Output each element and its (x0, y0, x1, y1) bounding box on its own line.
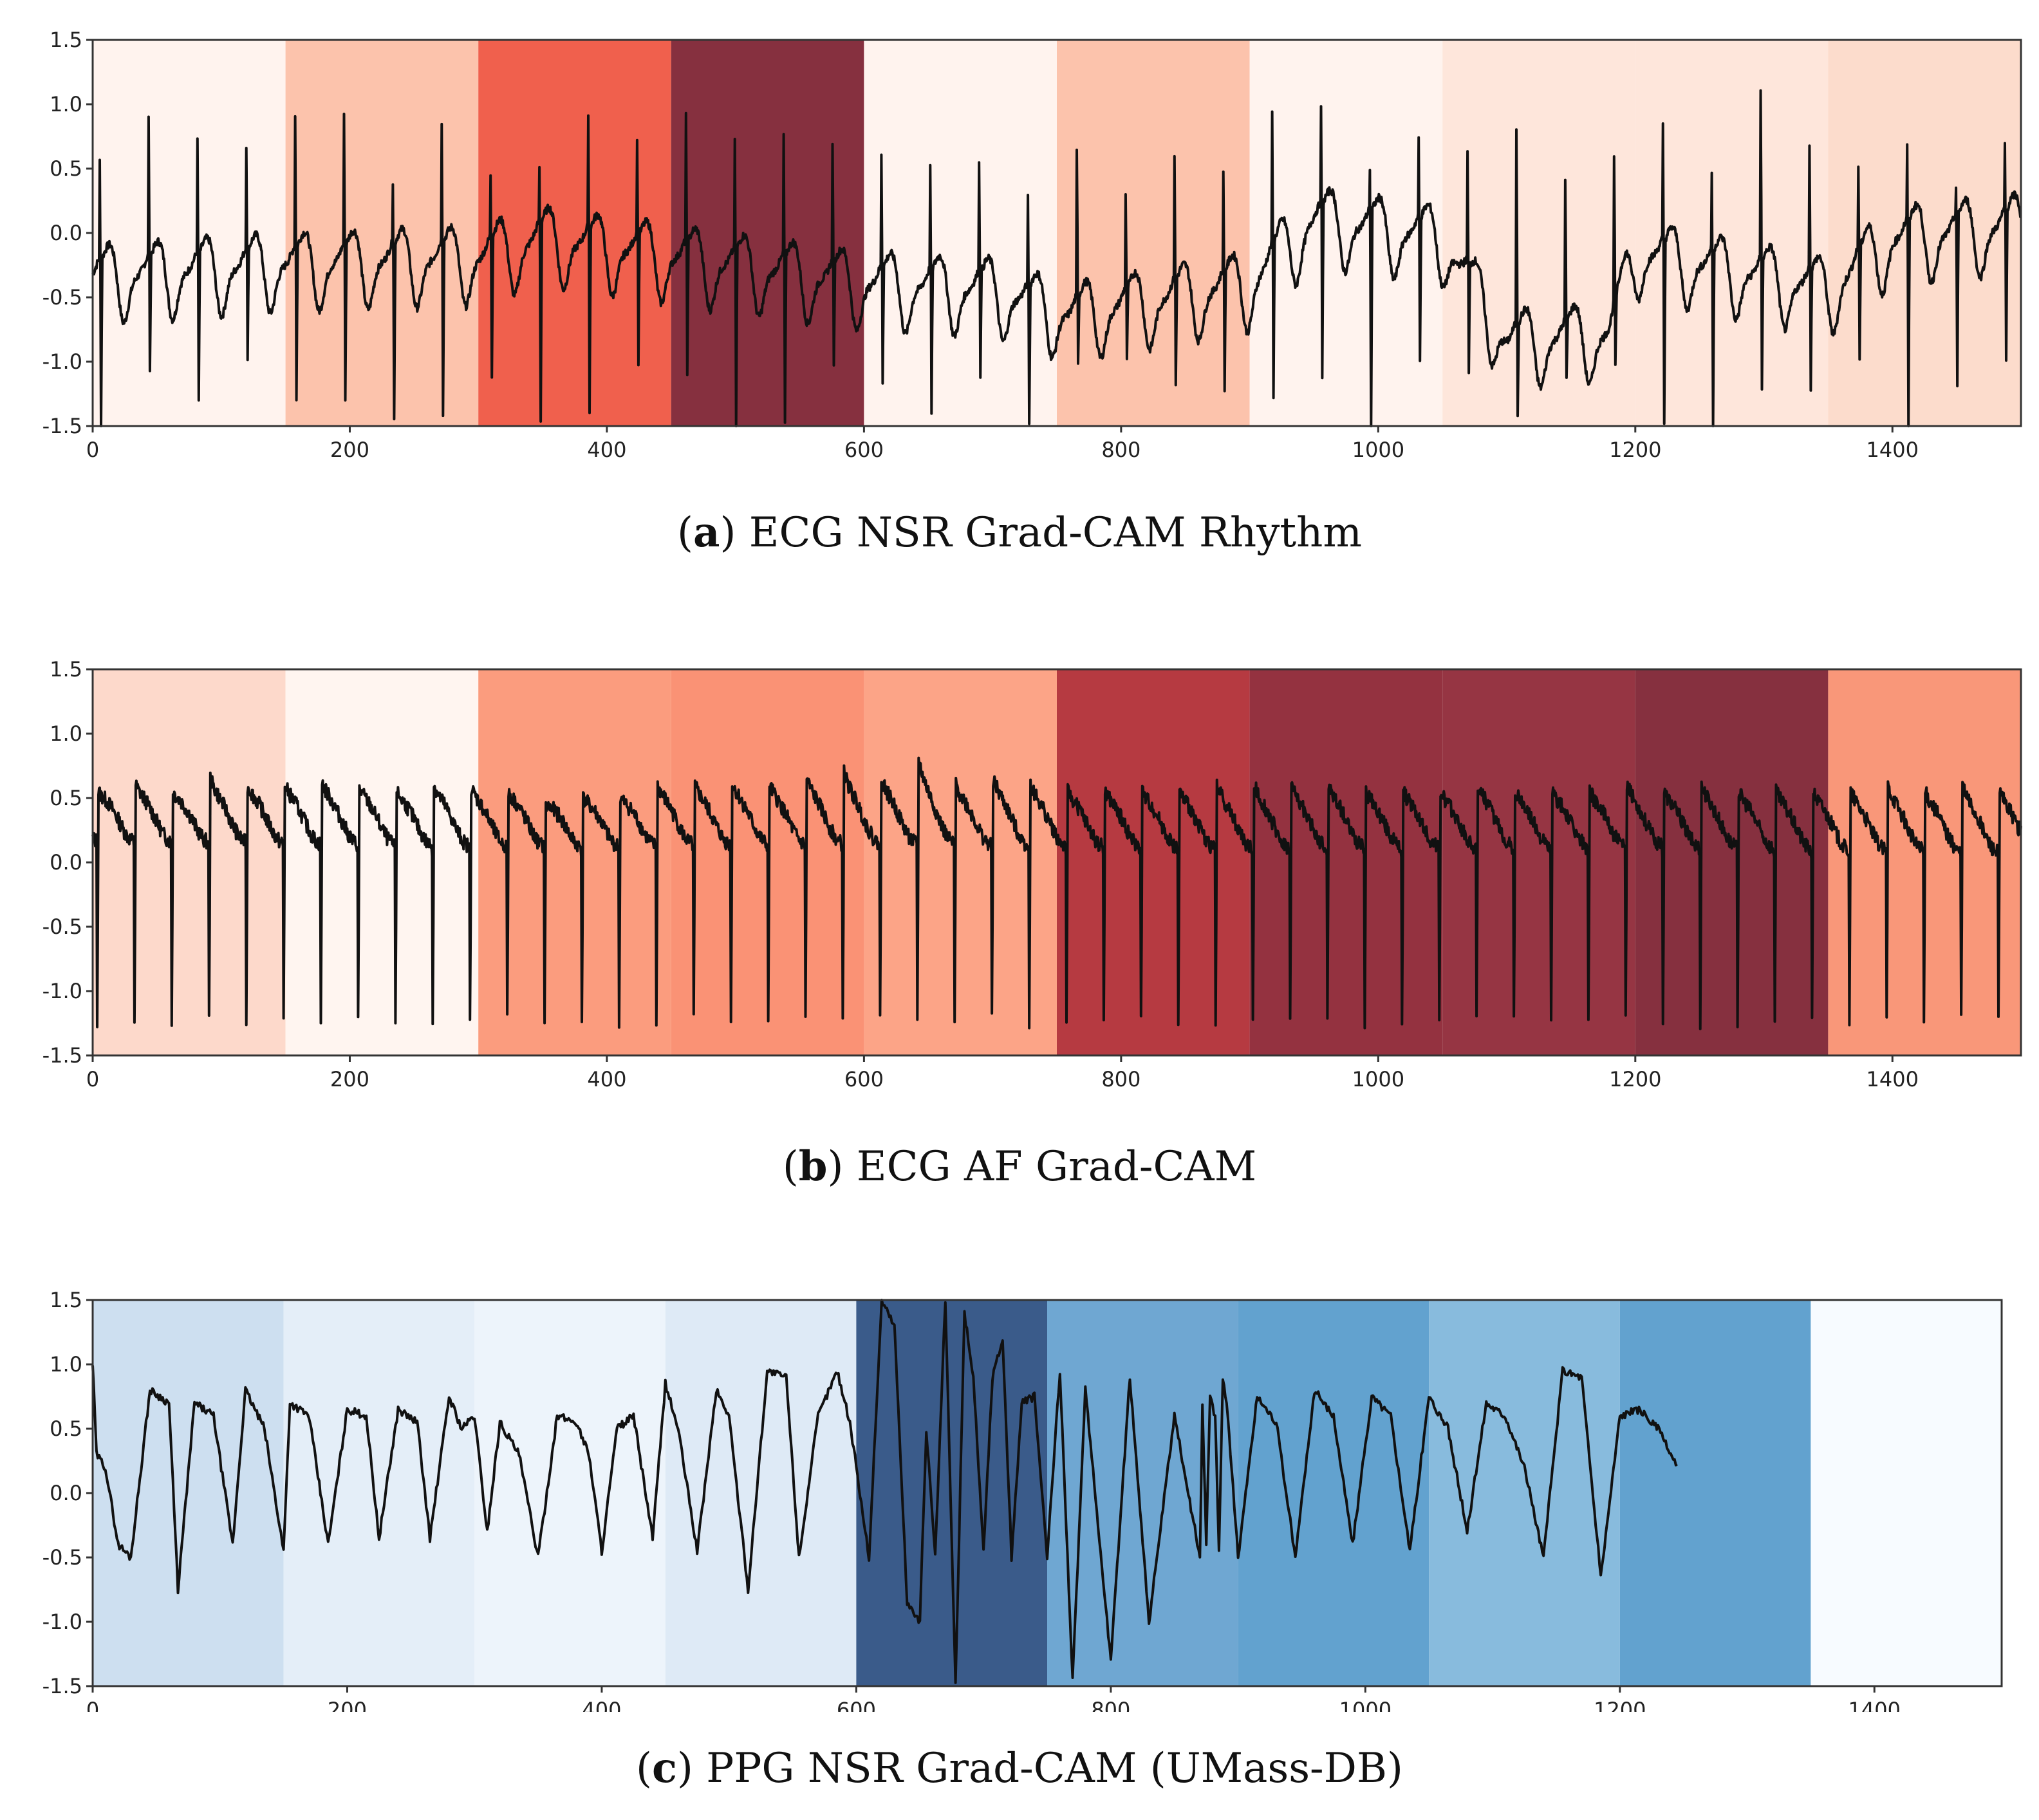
heat-segment (1249, 669, 1443, 1055)
y-tick-label: -1.5 (42, 414, 82, 438)
heat-segment (1811, 1300, 2002, 1686)
y-tick-label: 0.5 (50, 156, 82, 181)
heat-segment (856, 1300, 1047, 1686)
y-tick-label: 0.0 (50, 1481, 82, 1505)
y-tick-label: -1.0 (42, 1610, 82, 1634)
x-tick-label: 200 (330, 438, 369, 462)
x-tick-label: 400 (587, 1067, 626, 1091)
heat-segment (1442, 669, 1635, 1055)
caption-c: (c) PPG NSR Grad-CAM (UMass-DB) (636, 1744, 1403, 1792)
x-tick-label: 1000 (1352, 1067, 1404, 1091)
heat-segment (478, 40, 671, 426)
caption-b-letter: b (798, 1142, 828, 1191)
heat-segment (1429, 1300, 1620, 1686)
heat-segment (1442, 40, 1635, 426)
y-tick-label: 0.0 (50, 850, 82, 875)
x-tick-label: 1400 (1848, 1698, 1901, 1712)
x-tick-label: 0 (86, 1067, 99, 1091)
heat-segment (93, 1300, 284, 1686)
y-tick-label: 0.5 (50, 786, 82, 810)
plot-area: 1.5 1.0 0.5 0.0 -0.5 -1.0 -1.5 0 200 400 600 800 100… (42, 1288, 2003, 1712)
caption-b-text: ECG AF Grad-CAM (856, 1143, 1257, 1191)
heat-segment (285, 40, 479, 426)
heat-segment (93, 669, 286, 1055)
panel-c: 1.5 1.0 0.5 0.0 -0.5 -1.0 -1.5 0 200 400 600 800 100… (0, 1249, 2039, 1820)
heat-segment (478, 669, 671, 1055)
heat-segment (1057, 40, 1250, 426)
x-tick-label: 0 (86, 1698, 99, 1712)
y-tick-label: -1.0 (42, 349, 82, 374)
y-tick-label: -1.5 (42, 1043, 82, 1068)
x-tick-label: 1400 (1867, 438, 1919, 462)
x-tick-label: 1200 (1609, 438, 1661, 462)
x-tick-label: 1400 (1867, 1067, 1919, 1091)
heat-segment (1635, 669, 1829, 1055)
caption-a-text: ECG NSR Grad-CAM Rhythm (749, 509, 1362, 557)
x-tick-label: 1200 (1609, 1067, 1661, 1091)
chart-a-ecg-nsr: 1.5 1.0 0.5 0.0 -0.5 -1.0 -1.50 200 400 600 800 100… (42, 28, 2022, 462)
x-tick-label: 200 (328, 1698, 367, 1712)
x-tick-label: 800 (1101, 1067, 1141, 1091)
chart-b-ecg-af: 1.5 1.0 0.5 0.0 -0.5 -1.0 -1.50 200 400 600 800 100… (42, 657, 2022, 1091)
y-tick-label: 1.0 (50, 1352, 82, 1377)
y-tick-label: 1.0 (50, 721, 82, 746)
y-tick-label: 1.5 (50, 657, 82, 682)
plot-area: 1.5 1.0 0.5 0.0 -0.5 -1.0 -1.50 200 400 600 800 100… (42, 657, 2022, 1091)
x-tick-label: 0 (86, 438, 99, 462)
caption-a-letter: a (693, 508, 720, 557)
x-tick-label: 400 (582, 1698, 621, 1712)
plot-area: 1.5 1.0 0.5 0.0 -0.5 -1.0 -1.50 200 400 600 800 100… (42, 28, 2022, 462)
x-tick-label: 200 (330, 1067, 369, 1091)
caption-b: (b) ECG AF Grad-CAM (782, 1142, 1257, 1191)
x-tick-label: 600 (837, 1698, 876, 1712)
signal-line (91, 89, 2022, 427)
x-tick-label: 1200 (1594, 1698, 1646, 1712)
heat-segment (283, 1300, 475, 1686)
caption-c-text: PPG NSR Grad-CAM (UMass-DB) (706, 1745, 1403, 1792)
heat-segment (1249, 40, 1443, 426)
heat-segment (665, 1300, 857, 1686)
x-tick-label: 1000 (1339, 1698, 1392, 1712)
x-tick-label: 800 (1091, 1698, 1130, 1712)
y-tick-label: 1.5 (50, 1288, 82, 1312)
x-tick-label: 1000 (1352, 438, 1404, 462)
x-tick-label: 800 (1101, 438, 1141, 462)
x-tick-label: 600 (844, 438, 884, 462)
signal-line (91, 756, 2022, 1030)
y-tick-label: 0.5 (50, 1416, 82, 1441)
heat-segment (1238, 1300, 1429, 1686)
caption-a: (a) ECG NSR Grad-CAM Rhythm (677, 508, 1362, 557)
y-tick-label: -1.5 (42, 1674, 82, 1698)
y-tick-label: 1.0 (50, 92, 82, 116)
y-tick-label: -0.5 (42, 1545, 82, 1570)
y-tick-label: -1.0 (42, 979, 82, 1003)
y-tick-label: -0.5 (42, 285, 82, 310)
panel-b: 1.5 1.0 0.5 0.0 -0.5 -1.0 -1.5 0 200 400 600 800 100… (0, 634, 2039, 1213)
y-tick-label: 0.0 (50, 221, 82, 245)
panel-a: 1.5 1.0 0.5 0.0 -0.5 -1.0 -1.5 0 200 400 600 800 100… (0, 0, 2039, 579)
x-tick-label: 600 (844, 1067, 884, 1091)
heat-segment (864, 40, 1057, 426)
x-tick-label: 400 (587, 438, 626, 462)
heat-segment (474, 1300, 666, 1686)
chart-c-ppg-nsr: 1.5 1.0 0.5 0.0 -0.5 -1.0 -1.5 0 200 400 600 800 100… (42, 1288, 2003, 1712)
caption-c-letter: c (651, 1744, 677, 1792)
y-tick-label: 1.5 (50, 28, 82, 52)
heat-segment (1057, 669, 1250, 1055)
heat-segment (285, 669, 479, 1055)
y-tick-label: -0.5 (42, 915, 82, 939)
heat-segment (1619, 1300, 1811, 1686)
signal-line (91, 1299, 1678, 1684)
heat-segment (864, 669, 1057, 1055)
